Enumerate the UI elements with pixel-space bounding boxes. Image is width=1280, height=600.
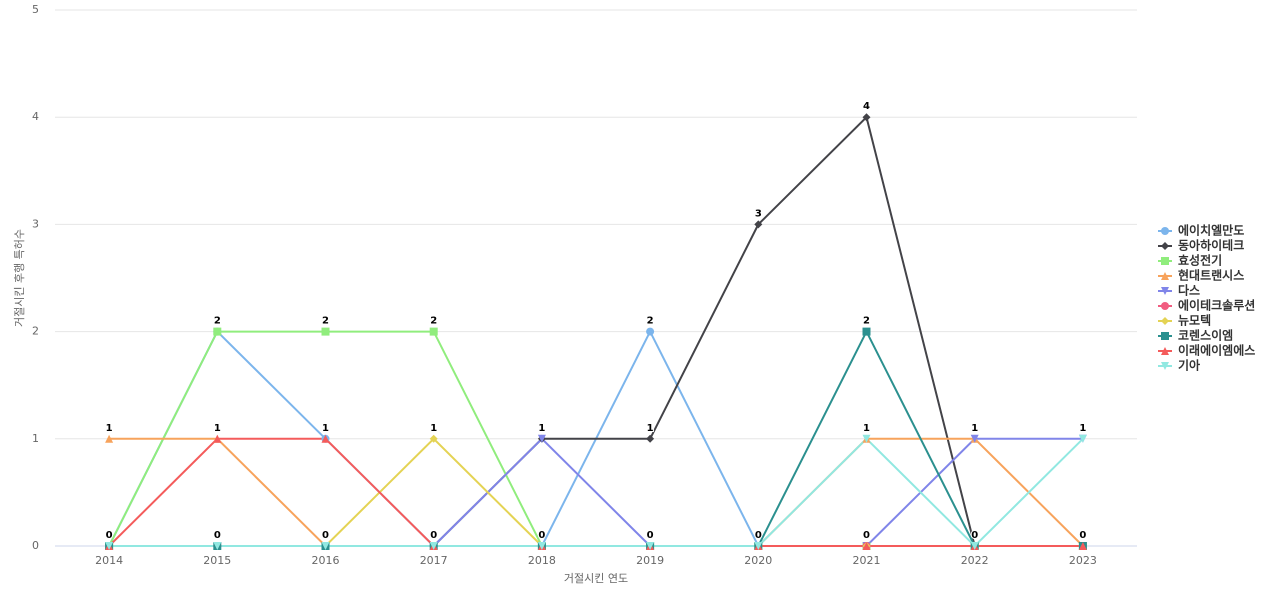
- legend-label: 에이치엘만도: [1178, 223, 1244, 238]
- marker: [1161, 302, 1169, 310]
- y-tick-label: 2: [32, 325, 39, 338]
- legend-label: 에이테크솔루션: [1178, 298, 1255, 313]
- marker: [970, 434, 979, 443]
- marker: [1161, 227, 1169, 235]
- data-label: 1: [322, 423, 329, 434]
- marker: [537, 542, 546, 550]
- x-tick-label: 2016: [312, 554, 340, 567]
- marker: [213, 327, 222, 336]
- x-tick-label: 2023: [1069, 554, 1097, 567]
- x-tick-label: 2017: [420, 554, 448, 567]
- marker: [1078, 542, 1087, 550]
- x-tick-label: 2020: [744, 554, 772, 567]
- x-tick-label: 2018: [528, 554, 556, 567]
- marker: [321, 327, 330, 336]
- legend-label: 다스: [1178, 283, 1200, 298]
- legend-label: 동아하이테크: [1178, 238, 1244, 253]
- data-label: 4: [863, 101, 870, 112]
- data-label: 1: [1079, 423, 1086, 434]
- data-label: 0: [322, 530, 329, 541]
- data-label: 2: [863, 316, 870, 327]
- data-label: 1: [647, 423, 654, 434]
- marker: [646, 542, 655, 550]
- data-label: 0: [647, 530, 654, 541]
- marker: [1161, 287, 1169, 295]
- x-tick-label: 2014: [95, 554, 123, 567]
- data-label: 3: [755, 208, 762, 219]
- data-label: 1: [971, 423, 978, 434]
- marker: [429, 434, 438, 443]
- marker: [105, 434, 114, 443]
- legend-label: 코렌스이엠: [1178, 328, 1233, 343]
- marker: [321, 434, 330, 443]
- data-label: 0: [971, 530, 978, 541]
- marker: [1161, 332, 1169, 340]
- marker: [1161, 272, 1169, 280]
- marker: [1161, 257, 1169, 265]
- marker: [646, 327, 655, 336]
- marker: [1161, 242, 1169, 250]
- x-axis-title: 거절시킨 연도: [564, 572, 628, 585]
- marker: [646, 434, 655, 443]
- marker: [1078, 434, 1087, 443]
- data-label: 2: [214, 316, 221, 327]
- marker: [537, 434, 546, 443]
- series-line: [109, 437, 1084, 548]
- legend-label: 현대트랜시스: [1178, 268, 1244, 283]
- x-tick-label: 2022: [961, 554, 989, 567]
- y-axis-title: 거절시킨 후행 특허수: [13, 229, 26, 327]
- legend-label: 효성전기: [1178, 253, 1222, 268]
- marker: [1161, 347, 1169, 355]
- marker: [862, 542, 871, 550]
- data-label: 2: [647, 316, 654, 327]
- y-tick-label: 4: [32, 110, 39, 123]
- data-label: 0: [1079, 530, 1086, 541]
- marker: [1161, 362, 1169, 370]
- data-label: 0: [430, 530, 437, 541]
- legend-label: 뉴모텍: [1178, 313, 1211, 328]
- y-tick-label: 1: [32, 432, 39, 445]
- series-line: [109, 437, 1083, 547]
- marker: [429, 542, 438, 550]
- marker: [1161, 317, 1169, 325]
- data-label: 1: [863, 423, 870, 434]
- marker: [862, 434, 871, 443]
- data-label: 0: [755, 530, 762, 541]
- marker: [754, 542, 763, 550]
- data-label: 0: [863, 530, 870, 541]
- marker: [213, 434, 222, 443]
- marker: [862, 113, 871, 122]
- marker: [321, 542, 330, 550]
- data-label: 0: [106, 530, 113, 541]
- marker: [429, 327, 438, 336]
- legend-label: 이래에이엠에스: [1178, 343, 1255, 358]
- y-tick-label: 0: [32, 539, 39, 552]
- legend-label: 기아: [1178, 358, 1200, 373]
- x-tick-label: 2021: [853, 554, 881, 567]
- data-label: 2: [322, 316, 329, 327]
- data-label: 1: [430, 423, 437, 434]
- marker: [862, 327, 871, 336]
- y-tick-label: 3: [32, 217, 39, 230]
- data-label: 1: [538, 423, 545, 434]
- marker: [213, 542, 222, 550]
- marker: [754, 220, 763, 229]
- x-tick-label: 2015: [203, 554, 231, 567]
- data-label: 1: [214, 423, 221, 434]
- data-label: 0: [538, 530, 545, 541]
- data-label: 1: [106, 423, 113, 434]
- data-label: 0: [214, 530, 221, 541]
- x-tick-label: 2019: [636, 554, 664, 567]
- y-tick-label: 5: [32, 3, 39, 16]
- marker: [105, 542, 114, 550]
- data-label: 2: [430, 316, 437, 327]
- marker: [970, 542, 979, 550]
